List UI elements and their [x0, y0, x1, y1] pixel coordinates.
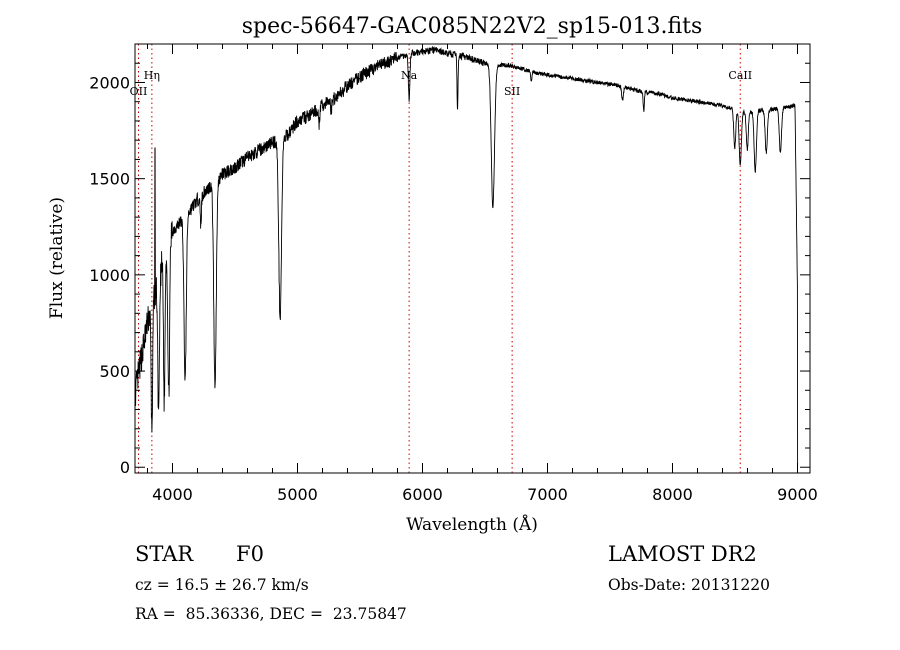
line-marker-label: OII [130, 85, 148, 98]
line-marker-label: CaII [728, 69, 752, 82]
survey-name: LAMOST DR2 [608, 542, 757, 566]
object-class: STAR [135, 542, 194, 566]
spectrum-line [135, 45, 799, 466]
x-axis-label: Wavelength (Å) [406, 514, 538, 535]
x-tick-label: 6000 [402, 485, 443, 504]
chart-title: spec-56647-GAC085N22V2_sp15-013.fits [242, 14, 703, 39]
coordinates: RA = 85.36336, DEC = 23.75847 [135, 605, 407, 623]
x-tick-label: 5000 [277, 485, 318, 504]
line-marker-label: SII [504, 85, 520, 98]
line-marker-label: Na [401, 69, 418, 82]
y-tick-label: 0 [120, 458, 130, 477]
y-tick-label: 2000 [89, 73, 130, 92]
x-tick-label: 4000 [152, 485, 193, 504]
x-tick-label: 8000 [652, 485, 693, 504]
y-tick-label: 500 [99, 362, 130, 381]
redshift-cz: cz = 16.5 ± 26.7 km/s [135, 576, 309, 594]
x-tick-label: 7000 [527, 485, 568, 504]
x-tick-label: 9000 [777, 485, 818, 504]
plot-frame [134, 43, 811, 474]
y-tick-label: 1500 [89, 170, 130, 189]
y-axis-label: Flux (relative) [47, 197, 67, 319]
obs-date: Obs-Date: 20131220 [608, 576, 770, 594]
y-tick-label: 1000 [89, 266, 130, 285]
line-marker-label: Hη [144, 69, 160, 82]
subclass: F0 [236, 542, 264, 566]
